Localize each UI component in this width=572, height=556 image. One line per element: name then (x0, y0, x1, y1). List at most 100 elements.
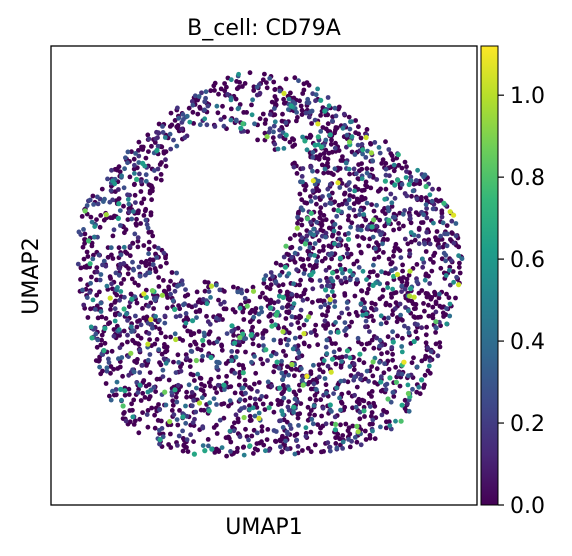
scatter-point (346, 213, 351, 219)
scatter-point (307, 241, 313, 247)
scatter-point (363, 155, 369, 160)
scatter-point (108, 364, 114, 369)
scatter-point (363, 134, 369, 141)
scatter-point (408, 178, 414, 184)
scatter-point (227, 428, 233, 434)
scatter-point (128, 291, 134, 297)
scatter-point (89, 274, 94, 280)
scatter-point (378, 321, 384, 327)
scatter-point (102, 325, 108, 331)
scatter-point (160, 374, 166, 379)
scatter-point (346, 197, 352, 203)
scatter-point (378, 374, 384, 380)
scatter-point (265, 358, 270, 363)
scatter-point (117, 208, 123, 214)
scatter-point (240, 121, 246, 127)
scatter-point (370, 359, 376, 365)
scatter-point (249, 359, 254, 365)
scatter-point (333, 113, 339, 119)
scatter-point (97, 277, 103, 283)
scatter-point (325, 156, 331, 162)
scatter-point (163, 334, 169, 340)
scatter-point (279, 408, 285, 414)
scatter-point (183, 311, 189, 316)
scatter-point (320, 194, 325, 199)
scatter-point (295, 320, 301, 325)
scatter-point (126, 304, 132, 309)
scatter-point (321, 170, 327, 176)
scatter-point (266, 405, 272, 411)
scatter-point (446, 295, 452, 301)
scatter-point (240, 309, 246, 315)
scatter-point (336, 231, 341, 236)
scatter-point (102, 340, 108, 346)
scatter-point (88, 214, 94, 220)
scatter-point (159, 160, 164, 165)
scatter-point (311, 226, 316, 232)
scatter-point (292, 232, 298, 238)
scatter-point (292, 75, 298, 81)
scatter-point (312, 241, 318, 246)
scatter-point (315, 298, 321, 304)
scatter-point (308, 429, 314, 435)
scatter-point (99, 186, 105, 192)
scatter-point (448, 258, 454, 263)
scatter-point (79, 214, 85, 219)
scatter-point (260, 290, 265, 296)
scatter-point (132, 418, 138, 424)
scatter-point (160, 124, 165, 129)
scatter-point (317, 430, 323, 436)
scatter-point (438, 233, 443, 239)
scatter-point (327, 296, 333, 303)
scatter-point (129, 324, 134, 330)
scatter-point (374, 177, 380, 182)
scatter-point (266, 129, 272, 135)
scatter-point (125, 149, 131, 155)
scatter-point (334, 445, 340, 451)
scatter-point (145, 389, 151, 395)
scatter-point (156, 402, 161, 407)
scatter-point (359, 161, 364, 167)
scatter-point (299, 222, 305, 228)
scatter-point (391, 168, 397, 174)
scatter-point (203, 95, 209, 101)
scatter-point (431, 260, 436, 265)
scatter-point (175, 382, 181, 388)
scatter-point (185, 449, 191, 454)
scatter-point (128, 350, 134, 356)
scatter-point (391, 253, 396, 259)
colorbar-tick-label: 0.6 (510, 248, 545, 273)
scatter-point (262, 121, 268, 126)
scatter-point (323, 234, 328, 240)
scatter-point (181, 302, 186, 308)
scatter-point (358, 442, 364, 448)
scatter-point (162, 344, 167, 350)
scatter-point (363, 437, 369, 442)
scatter-point (226, 403, 231, 409)
scatter-point (268, 299, 274, 305)
scatter-point (239, 406, 244, 412)
scatter-point (195, 346, 201, 352)
scatter-point (225, 92, 231, 97)
scatter-point (396, 371, 401, 377)
scatter-point (229, 323, 235, 329)
scatter-point (187, 364, 193, 369)
scatter-point (326, 103, 332, 109)
scatter-point (127, 419, 133, 425)
scatter-point (330, 270, 336, 276)
scatter-point (217, 417, 223, 423)
scatter-point (347, 205, 352, 211)
scatter-point (383, 382, 388, 388)
scatter-point (247, 385, 252, 390)
scatter-point (145, 341, 151, 347)
scatter-point (296, 78, 301, 84)
scatter-point (81, 227, 86, 232)
scatter-point (299, 107, 305, 113)
scatter-point (279, 358, 284, 364)
scatter-point (105, 254, 111, 260)
scatter-point (252, 381, 257, 387)
scatter-point (405, 390, 411, 397)
scatter-point (454, 274, 459, 280)
scatter-point (95, 337, 101, 343)
scatter-point (381, 370, 387, 376)
